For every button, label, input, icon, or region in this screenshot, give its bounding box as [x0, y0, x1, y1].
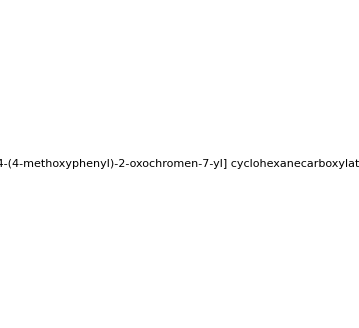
Text: [4-(4-methoxyphenyl)-2-oxochromen-7-yl] cyclohexanecarboxylate: [4-(4-methoxyphenyl)-2-oxochromen-7-yl] …: [0, 159, 359, 169]
